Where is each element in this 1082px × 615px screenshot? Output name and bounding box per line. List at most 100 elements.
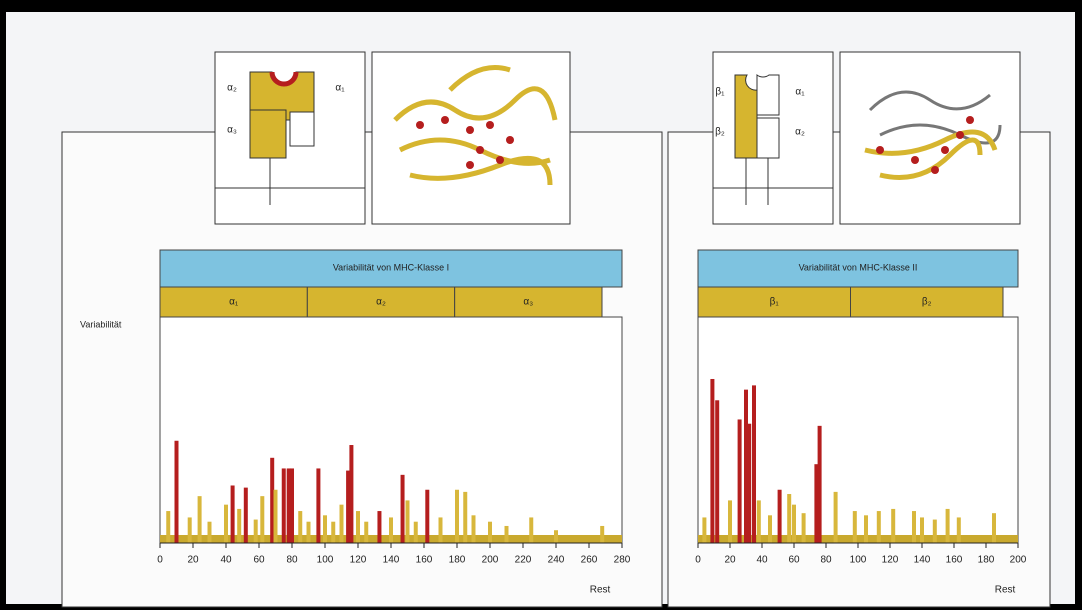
bar xyxy=(728,500,732,543)
x-tick-label: 280 xyxy=(614,555,631,566)
bar xyxy=(463,492,467,543)
domain-label: β₂ xyxy=(922,297,932,308)
y-axis-label: Variabilität xyxy=(80,319,122,329)
bar xyxy=(377,511,381,543)
bar xyxy=(818,426,822,543)
bar xyxy=(244,488,248,543)
bar xyxy=(992,513,996,543)
bar xyxy=(957,517,961,543)
x-axis-label: Rest xyxy=(995,585,1016,596)
bar xyxy=(757,500,761,543)
bar xyxy=(472,515,476,543)
x-tick-label: 20 xyxy=(187,555,199,566)
bar xyxy=(877,511,881,543)
x-tick-label: 160 xyxy=(946,555,963,566)
bar xyxy=(188,517,192,543)
bar xyxy=(710,379,714,543)
x-tick-label: 240 xyxy=(548,555,565,566)
x-tick-label: 220 xyxy=(515,555,532,566)
bar xyxy=(307,522,311,543)
x-tick-label: 40 xyxy=(220,555,232,566)
bar xyxy=(231,485,235,543)
schematic-class-one xyxy=(215,52,570,224)
x-tick-label: 80 xyxy=(820,555,832,566)
bar xyxy=(792,505,796,543)
bar xyxy=(425,490,429,543)
bar xyxy=(364,522,368,543)
bar xyxy=(933,520,937,543)
bar xyxy=(316,468,320,543)
bar xyxy=(401,475,405,543)
x-axis-label: Rest xyxy=(590,585,611,596)
bar xyxy=(224,505,228,543)
schematic-label: α₁ xyxy=(795,87,805,98)
bar xyxy=(237,509,241,543)
plot-area xyxy=(160,317,622,543)
bar xyxy=(787,494,791,543)
domain-label: β₁ xyxy=(770,297,780,308)
x-tick-label: 20 xyxy=(724,555,736,566)
schematic-class-two xyxy=(713,52,1020,224)
x-tick-label: 60 xyxy=(788,555,800,566)
bar xyxy=(600,526,604,543)
bar xyxy=(834,492,838,543)
bar xyxy=(356,511,360,543)
bar xyxy=(488,522,492,543)
chart-title: Variabilität von MHC-Klasse II xyxy=(799,262,918,272)
bar xyxy=(331,522,335,543)
x-tick-label: 40 xyxy=(756,555,768,566)
x-tick-label: 140 xyxy=(383,555,400,566)
bar xyxy=(414,522,418,543)
bar xyxy=(389,517,393,543)
bar xyxy=(864,515,868,543)
bar xyxy=(455,490,459,543)
bar xyxy=(752,385,756,543)
bar xyxy=(747,424,751,543)
chart-title: Variabilität von MHC-Klasse I xyxy=(333,262,449,272)
x-tick-label: 180 xyxy=(449,555,466,566)
bar xyxy=(554,530,558,543)
bar xyxy=(920,517,924,543)
schematic-label: α₃ xyxy=(227,125,237,136)
bar xyxy=(768,515,772,543)
x-tick-label: 200 xyxy=(1010,555,1027,566)
x-tick-label: 260 xyxy=(581,555,598,566)
bar xyxy=(166,511,170,543)
bar xyxy=(175,441,179,543)
x-tick-label: 60 xyxy=(253,555,265,566)
x-tick-label: 80 xyxy=(286,555,298,566)
schematic-label: α₁ xyxy=(335,83,345,94)
bar xyxy=(702,517,706,543)
schematic-label: α₂ xyxy=(227,83,237,94)
x-tick-label: 160 xyxy=(416,555,433,566)
schematic-label: β₁ xyxy=(715,87,725,98)
domain-label: α₃ xyxy=(523,297,533,308)
bar xyxy=(340,505,344,543)
bar xyxy=(738,419,742,543)
x-tick-label: 140 xyxy=(914,555,931,566)
bar xyxy=(298,511,302,543)
schematic-label: β₂ xyxy=(715,127,725,138)
bar xyxy=(282,468,286,543)
x-tick-label: 0 xyxy=(157,555,163,566)
bar xyxy=(891,509,895,543)
domain-label: α₁ xyxy=(229,297,239,308)
x-tick-label: 120 xyxy=(882,555,899,566)
bar xyxy=(349,445,353,543)
bar xyxy=(274,490,278,543)
x-tick-label: 200 xyxy=(482,555,499,566)
bar xyxy=(208,522,212,543)
bar xyxy=(290,468,294,543)
bar xyxy=(260,496,264,543)
figure: α₂α₁α₃β₁α₁β₂α₂Variabilität von MHC-Klass… xyxy=(0,0,1082,610)
bar xyxy=(439,517,443,543)
x-tick-label: 0 xyxy=(695,555,701,566)
x-tick-label: 180 xyxy=(978,555,995,566)
bar xyxy=(853,511,857,543)
bar xyxy=(505,526,509,543)
x-tick-label: 120 xyxy=(350,555,367,566)
bar xyxy=(198,496,202,543)
bar xyxy=(912,511,916,543)
bar xyxy=(254,520,258,543)
x-tick-label: 100 xyxy=(850,555,867,566)
